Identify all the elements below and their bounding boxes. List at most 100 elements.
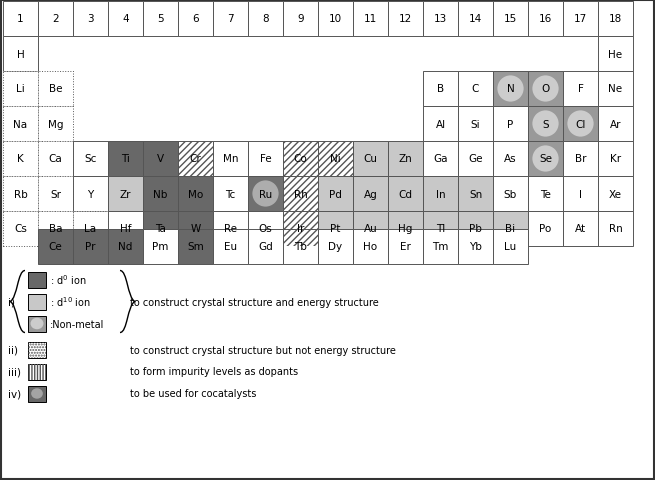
Text: Mn: Mn (223, 154, 238, 164)
Text: Y: Y (87, 189, 94, 199)
Bar (388, 142, 423, 177)
Bar (248, 2, 283, 37)
Bar (283, 177, 318, 212)
Bar (423, 142, 458, 177)
Bar (38, 2, 73, 37)
Text: Ti: Ti (121, 154, 130, 164)
Bar (3, 2, 38, 37)
Text: Ta: Ta (155, 224, 166, 234)
Bar (3, 142, 38, 177)
Bar (178, 142, 213, 177)
Bar (563, 107, 598, 142)
Bar (38, 177, 73, 212)
Text: Pb: Pb (469, 224, 482, 234)
Text: Ho: Ho (364, 241, 377, 252)
Text: Sr: Sr (50, 189, 61, 199)
Text: Mg: Mg (48, 119, 64, 129)
Bar (318, 142, 353, 177)
Bar (28, 294, 46, 310)
Bar (458, 177, 493, 212)
Text: Cd: Cd (398, 189, 413, 199)
Bar (598, 72, 633, 107)
Bar (318, 142, 353, 177)
Text: Pt: Pt (330, 224, 341, 234)
Bar (283, 142, 318, 177)
Text: Ar: Ar (610, 119, 621, 129)
Bar (108, 177, 143, 212)
Bar (283, 2, 318, 37)
Text: I: I (579, 189, 582, 199)
Text: Yb: Yb (469, 241, 482, 252)
Bar (353, 212, 388, 247)
Bar (353, 142, 388, 177)
Bar (458, 212, 493, 247)
Bar (458, 107, 493, 142)
Text: Al: Al (436, 119, 445, 129)
Text: In: In (436, 189, 445, 199)
Text: i): i) (8, 297, 15, 307)
Text: 8: 8 (262, 14, 269, 24)
Text: 17: 17 (574, 14, 587, 24)
Ellipse shape (252, 181, 278, 207)
Bar (73, 142, 108, 177)
Bar (493, 212, 528, 247)
Text: 18: 18 (609, 14, 622, 24)
Text: Kr: Kr (610, 154, 621, 164)
Bar (28, 364, 46, 380)
Bar (213, 229, 248, 264)
Bar (458, 2, 493, 37)
Bar (143, 229, 178, 264)
Text: Br: Br (574, 154, 586, 164)
Bar (528, 72, 563, 107)
Bar (458, 142, 493, 177)
Text: to construct crystal structure and energy structure: to construct crystal structure and energ… (130, 297, 379, 307)
Bar (528, 177, 563, 212)
Bar (3, 212, 38, 247)
Bar (3, 37, 38, 72)
Bar (563, 142, 598, 177)
Bar (563, 72, 598, 107)
Text: Mo: Mo (188, 189, 203, 199)
Text: 5: 5 (157, 14, 164, 24)
Bar (598, 177, 633, 212)
Text: Sm: Sm (187, 241, 204, 252)
Bar (3, 107, 38, 142)
Bar (423, 72, 458, 107)
Text: Er: Er (400, 241, 411, 252)
Ellipse shape (533, 76, 559, 102)
Text: 12: 12 (399, 14, 412, 24)
Bar (318, 177, 353, 212)
Bar (248, 229, 283, 264)
Text: He: He (608, 49, 622, 60)
Bar (38, 229, 73, 264)
Text: Ga: Ga (433, 154, 448, 164)
Bar (28, 316, 46, 332)
Text: 4: 4 (122, 14, 129, 24)
Bar (353, 229, 388, 264)
Text: 14: 14 (469, 14, 482, 24)
Ellipse shape (533, 146, 559, 172)
Bar (493, 72, 528, 107)
Text: Pm: Pm (153, 241, 169, 252)
Text: Ce: Ce (48, 241, 62, 252)
Bar (318, 212, 353, 247)
Bar (353, 177, 388, 212)
Bar (73, 177, 108, 212)
Bar (598, 107, 633, 142)
Bar (213, 212, 248, 247)
Text: Xe: Xe (609, 189, 622, 199)
Text: C: C (472, 84, 479, 94)
Bar (143, 177, 178, 212)
Text: 6: 6 (192, 14, 199, 24)
Text: Ag: Ag (364, 189, 377, 199)
Text: V: V (157, 154, 164, 164)
Bar (143, 212, 178, 247)
Bar (73, 229, 108, 264)
Ellipse shape (31, 388, 43, 399)
Text: Rb: Rb (14, 189, 28, 199)
Bar (423, 2, 458, 37)
Bar (283, 142, 318, 177)
Ellipse shape (533, 111, 559, 137)
Text: Zr: Zr (120, 189, 131, 199)
Bar (283, 177, 318, 212)
